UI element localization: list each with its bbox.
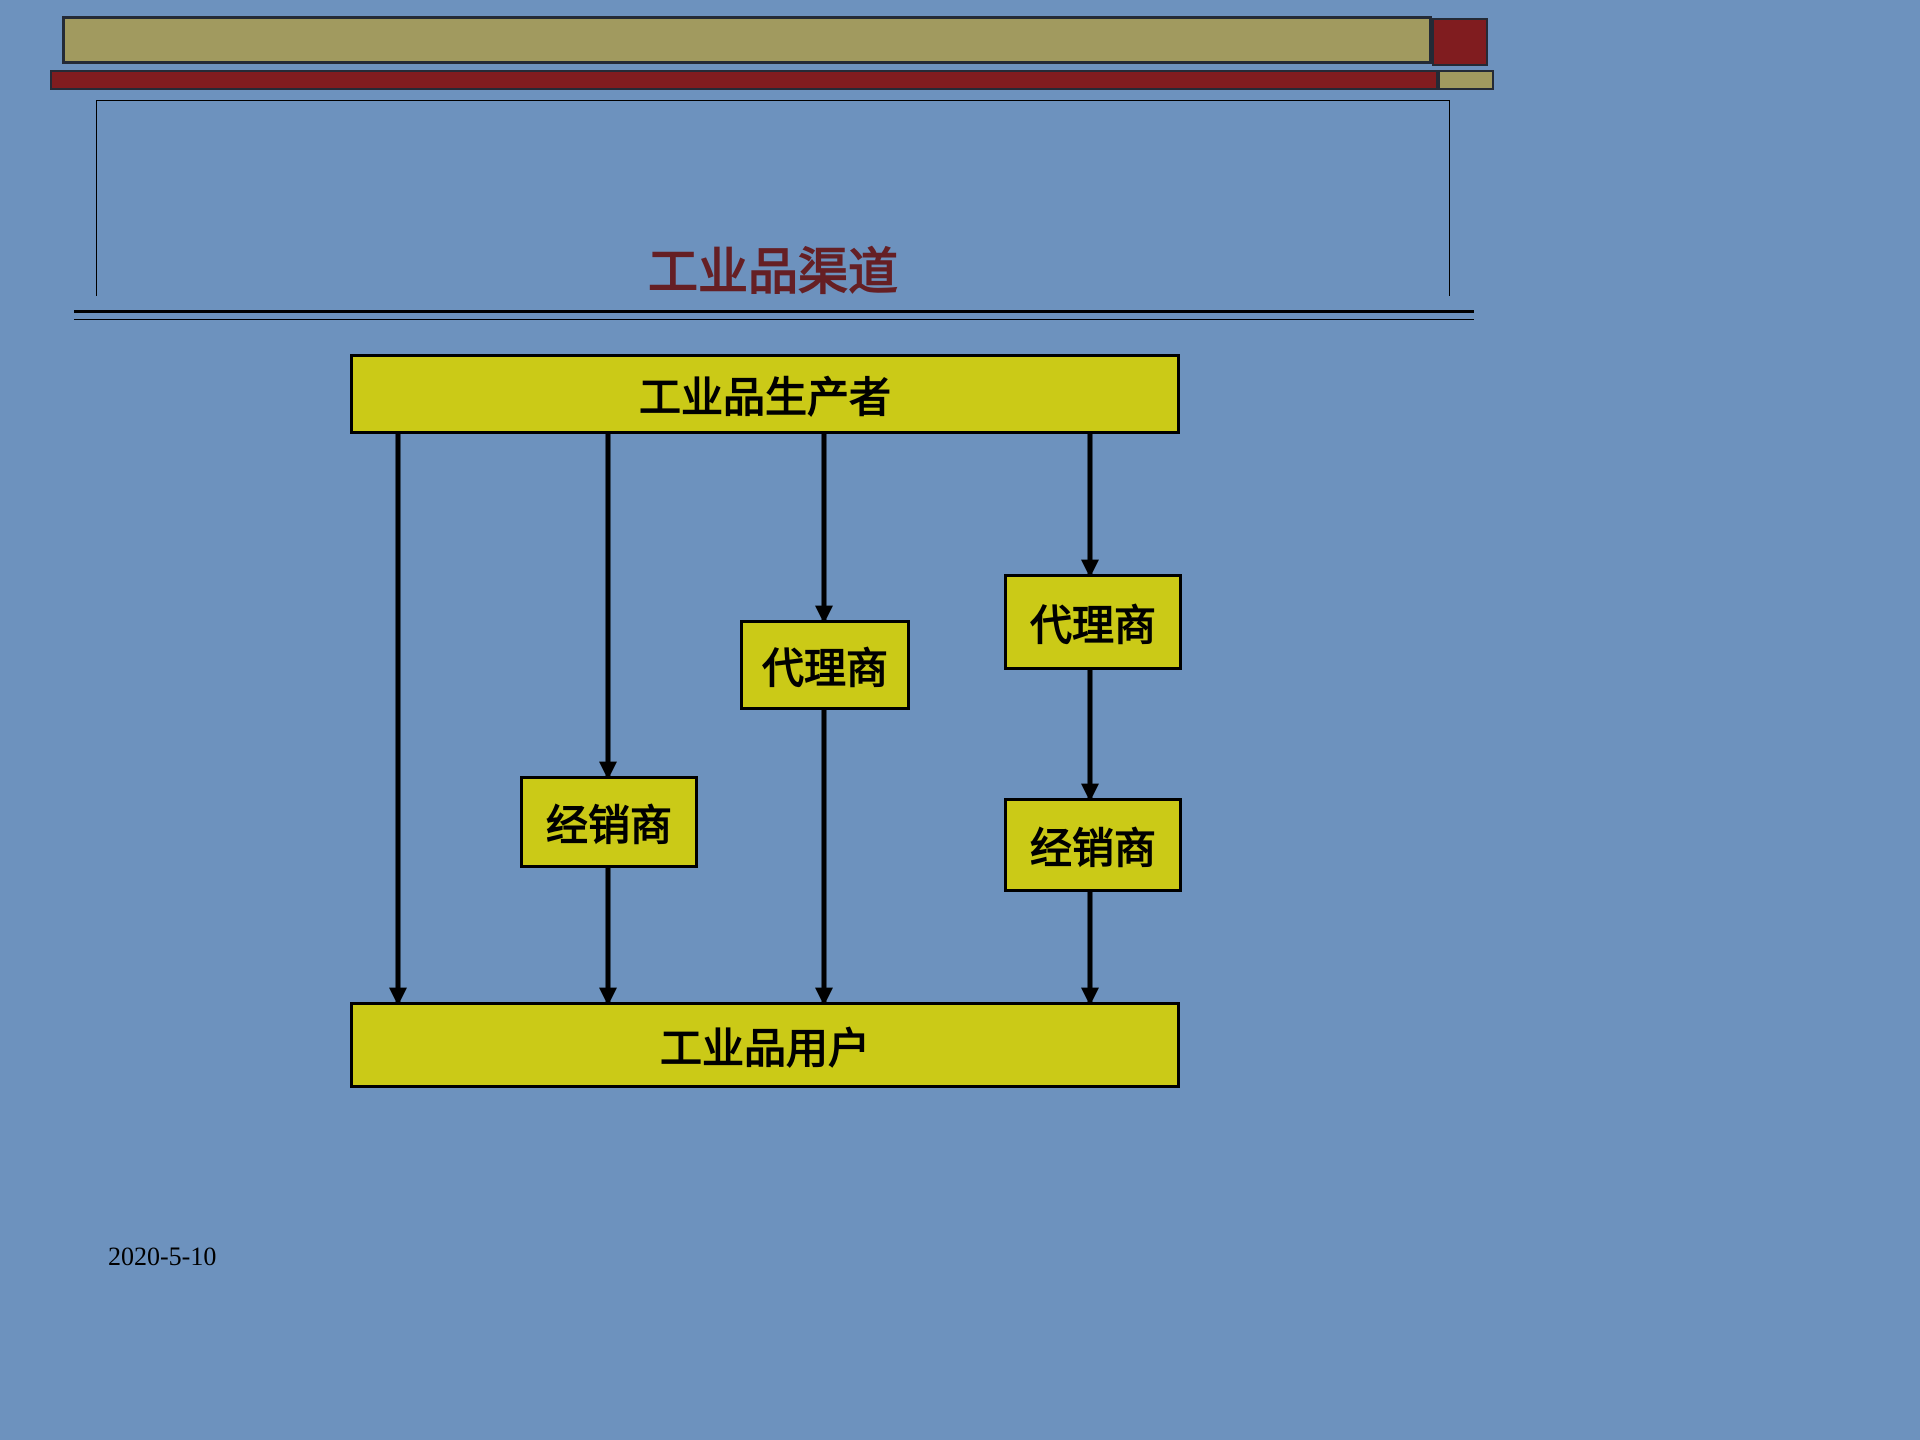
- node-label: 经销商: [546, 792, 672, 853]
- node-label: 代理商: [1030, 592, 1156, 653]
- node-label: 工业品生产者: [639, 364, 891, 425]
- title-underline-thick: [74, 310, 1474, 313]
- date-label: 2020-5-10: [108, 1242, 216, 1272]
- page-title: 工业品渠道: [96, 232, 1450, 304]
- decor-maroon-bar: [50, 70, 1438, 90]
- slide: 工业品渠道 工业品生产者 代理商 代理商 经销商 经销商 工业品用户 2020-…: [0, 0, 1920, 1440]
- node-agent-1: 代理商: [740, 620, 910, 710]
- node-label: 工业品用户: [660, 1015, 870, 1076]
- node-label: 经销商: [1030, 815, 1156, 876]
- title-underline-thin: [74, 319, 1474, 320]
- node-label: 代理商: [762, 635, 888, 696]
- node-dealer-2: 经销商: [1004, 798, 1182, 892]
- node-agent-2: 代理商: [1004, 574, 1182, 670]
- decor-right-block-1: [1432, 18, 1488, 66]
- node-dealer-1: 经销商: [520, 776, 698, 868]
- decor-olive-bar: [62, 16, 1432, 64]
- decor-right-block-2: [1438, 70, 1494, 90]
- node-producer: 工业品生产者: [350, 354, 1180, 434]
- node-user: 工业品用户: [350, 1002, 1180, 1088]
